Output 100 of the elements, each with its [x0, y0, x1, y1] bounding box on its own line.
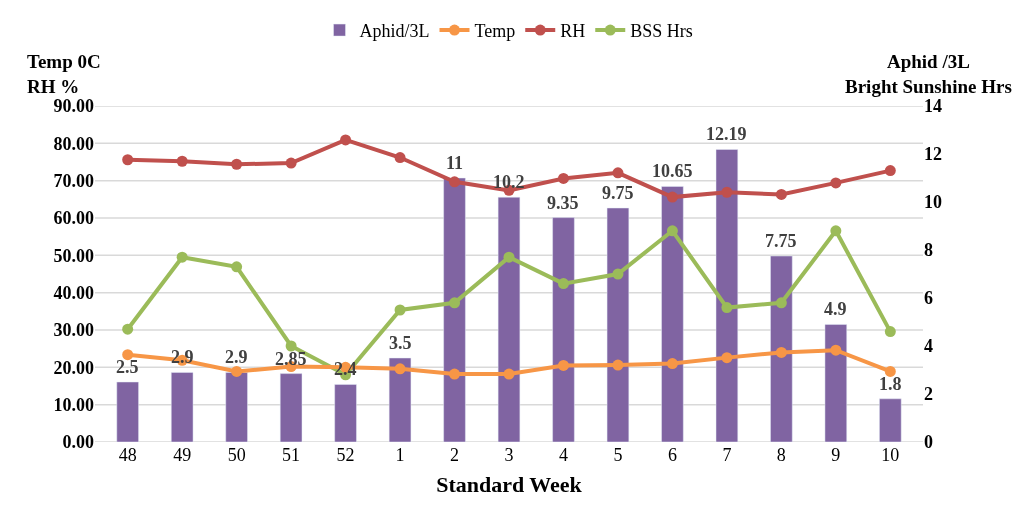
y-tick-label: 60.00	[53, 208, 94, 229]
y2-tick-label: 8	[924, 240, 933, 261]
legend-label: Aphid/3L	[359, 21, 430, 42]
point	[666, 225, 678, 237]
point	[775, 188, 787, 200]
y-tick-label: 50.00	[53, 245, 94, 266]
point	[721, 186, 733, 198]
y-tick-label: 10.00	[53, 394, 94, 415]
point	[449, 297, 461, 309]
y-tick-label: 40.00	[53, 282, 94, 303]
legend-label: RH	[560, 21, 586, 42]
y-tick-label: 30.00	[53, 320, 94, 341]
data-label: 10.65	[652, 161, 693, 181]
bar	[334, 384, 357, 442]
data-label: 1.8	[879, 374, 902, 394]
x-tick-label: 10	[881, 445, 900, 465]
point	[176, 251, 188, 263]
y-tick-label: 0.00	[62, 432, 94, 453]
y-axis-title: Temp 0C RH %	[27, 51, 101, 97]
y-tick-label: 70.00	[53, 170, 94, 191]
y2-tick-label: 0	[924, 432, 933, 453]
point	[830, 344, 842, 356]
legend-label: BSS Hrs	[630, 21, 693, 42]
point	[884, 165, 896, 177]
point	[340, 134, 352, 146]
point	[884, 365, 896, 377]
data-label: 2.9	[225, 347, 248, 367]
point	[721, 352, 733, 364]
point	[666, 191, 678, 203]
point	[830, 225, 842, 237]
x-tick-label: 5	[613, 445, 623, 465]
x-tick-label: 3	[504, 445, 514, 465]
point	[122, 349, 134, 361]
point	[122, 154, 134, 166]
point	[449, 176, 461, 188]
point	[612, 268, 624, 280]
bar	[116, 381, 139, 442]
data-label: 2.5	[116, 357, 139, 377]
data-label: 11	[446, 153, 464, 173]
data-label: 2.85	[275, 349, 307, 369]
bar	[443, 177, 466, 442]
y2-axis-title: Aphid /3L Bright Sunshine Hrs	[845, 51, 1012, 97]
bar	[171, 372, 194, 442]
point	[503, 368, 515, 380]
point	[612, 167, 624, 179]
data-label: 7.75	[765, 231, 797, 251]
x-axis-title: Standard Week	[436, 471, 583, 497]
data-label: 4.9	[824, 299, 847, 319]
point	[775, 297, 787, 309]
point	[666, 358, 678, 370]
point	[557, 172, 569, 184]
x-tick-label: 4	[558, 445, 568, 465]
y2-tick-label: 10	[924, 192, 942, 213]
x-tick-label: 6	[667, 445, 677, 465]
bar	[279, 373, 303, 442]
point	[612, 359, 624, 371]
y2-tick-label: 2	[924, 384, 933, 405]
data-label: 9.75	[602, 183, 634, 203]
bar	[715, 149, 739, 442]
x-tick-label: 8	[776, 445, 786, 465]
point	[775, 346, 787, 358]
bar	[824, 324, 847, 442]
point	[830, 177, 842, 189]
data-label: 12.19	[706, 124, 747, 144]
point	[285, 340, 297, 352]
x-tick-label: 49	[173, 445, 192, 465]
legend-label: Temp	[474, 21, 516, 42]
bar	[661, 186, 684, 442]
point	[231, 158, 243, 170]
point	[231, 261, 243, 273]
bar	[606, 207, 630, 442]
point	[557, 359, 569, 371]
bar	[225, 372, 248, 442]
y2-tick-label: 6	[924, 288, 933, 309]
point	[557, 278, 569, 290]
point	[503, 251, 515, 263]
y2-tick-label: 14	[924, 96, 942, 117]
y2-tick-label: 12	[924, 144, 942, 165]
bar	[770, 255, 793, 442]
y-tick-label: 80.00	[53, 133, 94, 154]
x-tick-label: 2	[450, 445, 460, 465]
point	[176, 155, 188, 167]
data-label: 2.4	[334, 359, 357, 379]
x-tick-label: 52	[336, 445, 355, 465]
bar	[388, 357, 412, 442]
data-label: 9.35	[547, 193, 579, 213]
point	[721, 302, 733, 314]
y-tick-label: 20.00	[53, 357, 94, 378]
x-tick-label: 7	[722, 445, 732, 465]
x-tick-label: 48	[118, 445, 137, 465]
x-tick-label: 9	[831, 445, 841, 465]
x-tick-label: 50	[227, 445, 246, 465]
bar	[497, 196, 521, 442]
point	[285, 157, 297, 169]
data-label: 3.5	[389, 333, 412, 353]
bar	[552, 217, 575, 442]
point	[122, 323, 134, 335]
y2-tick-label: 4	[924, 336, 933, 357]
x-tick-label: 1	[395, 445, 405, 465]
y-tick-label: 90.00	[53, 96, 94, 117]
